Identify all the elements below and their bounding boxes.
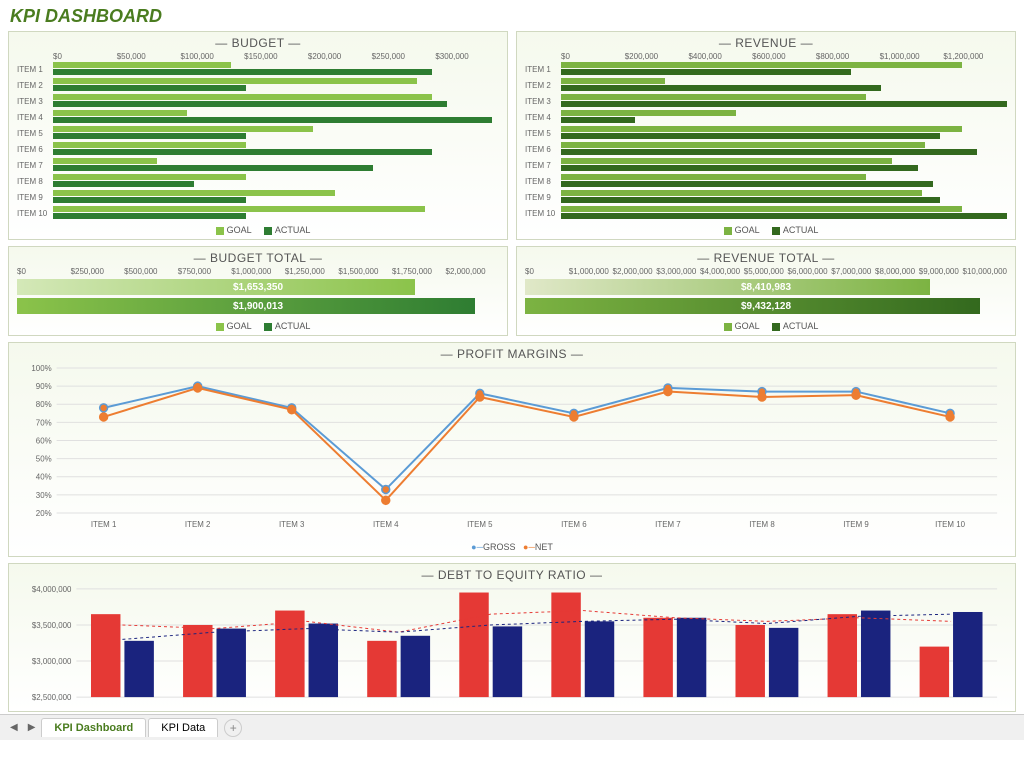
- hbar-row: ITEM 9: [525, 189, 1007, 205]
- hbar-row: ITEM 5: [17, 125, 499, 141]
- budget-total-panel: BUDGET TOTAL $0$250,000$500,000$750,000$…: [8, 246, 508, 336]
- page-title: KPI DASHBOARD: [0, 0, 1024, 31]
- svg-text:ITEM 8: ITEM 8: [749, 520, 775, 529]
- svg-text:90%: 90%: [36, 382, 52, 391]
- budget-total-legend: GOAL ACTUAL: [17, 317, 499, 331]
- revenue-total-legend: GOAL ACTUAL: [525, 317, 1007, 331]
- revenue-panel: REVENUE $0$200,000$400,000$600,000$800,0…: [516, 31, 1016, 240]
- svg-text:50%: 50%: [36, 455, 52, 464]
- profit-panel: PROFIT MARGINS 20% 30% 40% 50% 60% 70% 80% 90% 1…: [8, 342, 1016, 557]
- budget-panel: BUDGET $0$50,000$100,000$150,000$200,000…: [8, 31, 508, 240]
- profit-title: PROFIT MARGINS: [17, 347, 1007, 361]
- hbar-row: ITEM 9: [17, 189, 499, 205]
- svg-text:$3,000,000: $3,000,000: [32, 657, 72, 666]
- tab-prev-icon[interactable]: ◀: [6, 722, 22, 733]
- revenue-total-axis: $0$1,000,000$2,000,000$3,000,000$4,000,0…: [525, 267, 1007, 276]
- svg-text:20%: 20%: [36, 509, 52, 518]
- budget-title: BUDGET: [17, 36, 499, 50]
- hbar-row: ITEM 6: [17, 141, 499, 157]
- hbar-row: ITEM 10: [17, 205, 499, 221]
- hbar-row: ITEM 7: [17, 157, 499, 173]
- hbar-row: ITEM 6: [525, 141, 1007, 157]
- svg-text:ITEM 7: ITEM 7: [655, 520, 681, 529]
- hbar-row: ITEM 1: [17, 61, 499, 77]
- hbar-row: ITEM 2: [17, 77, 499, 93]
- hbar-row: ITEM 8: [525, 173, 1007, 189]
- revenue-total-goal-bar: $8,410,983: [525, 279, 1007, 295]
- svg-text:ITEM 5: ITEM 5: [467, 520, 493, 529]
- budget-total-goal-bar: $1,653,350: [17, 279, 499, 295]
- budget-total-actual-bar: $1,900,013: [17, 298, 499, 314]
- svg-text:ITEM 10: ITEM 10: [935, 520, 965, 529]
- hbar-row: ITEM 1: [525, 61, 1007, 77]
- svg-text:ITEM 1: ITEM 1: [91, 520, 117, 529]
- profit-legend: ●─GROSS ●─NET: [17, 538, 1007, 552]
- debt-chart: $2,500,000 $3,000,000 $3,500,000 $4,000,000: [17, 584, 1007, 702]
- hbar-row: ITEM 4: [525, 109, 1007, 125]
- svg-text:100%: 100%: [31, 364, 51, 373]
- budget-legend: GOAL ACTUAL: [17, 221, 499, 235]
- hbar-row: ITEM 10: [525, 205, 1007, 221]
- budget-bars: ITEM 1 ITEM 2 ITEM 3 ITEM 4 ITEM 5: [17, 61, 499, 221]
- revenue-axis: $0$200,000$400,000$600,000$800,000$1,000…: [525, 52, 1007, 61]
- tab-kpi-dashboard[interactable]: KPI Dashboard: [41, 718, 146, 737]
- debt-title: DEBT TO EQUITY RATIO: [17, 568, 1007, 582]
- svg-text:$4,000,000: $4,000,000: [32, 585, 72, 594]
- revenue-title: REVENUE: [525, 36, 1007, 50]
- budget-axis: $0$50,000$100,000$150,000$200,000$250,00…: [17, 52, 499, 61]
- svg-text:30%: 30%: [36, 491, 52, 500]
- tab-kpi-data[interactable]: KPI Data: [148, 718, 218, 737]
- revenue-total-panel: REVENUE TOTAL $0$1,000,000$2,000,000$3,0…: [516, 246, 1016, 336]
- hbar-row: ITEM 3: [525, 93, 1007, 109]
- svg-text:80%: 80%: [36, 400, 52, 409]
- svg-text:70%: 70%: [36, 418, 52, 427]
- hbar-row: ITEM 5: [525, 125, 1007, 141]
- budget-total-title: BUDGET TOTAL: [17, 251, 499, 265]
- profit-chart: 20% 30% 40% 50% 60% 70% 80% 90% 100% ITEM 1 ITEM 2…: [17, 363, 1007, 533]
- hbar-row: ITEM 3: [17, 93, 499, 109]
- sheet-tabs: ◀ ▶ KPI Dashboard KPI Data +: [0, 714, 1024, 740]
- revenue-bars: ITEM 1 ITEM 2 ITEM 3 ITEM 4 ITEM 5: [525, 61, 1007, 221]
- svg-text:ITEM 3: ITEM 3: [279, 520, 305, 529]
- add-sheet-icon[interactable]: +: [224, 719, 242, 737]
- hbar-row: ITEM 2: [525, 77, 1007, 93]
- svg-text:ITEM 4: ITEM 4: [373, 520, 399, 529]
- svg-text:60%: 60%: [36, 436, 52, 445]
- revenue-legend: GOAL ACTUAL: [525, 221, 1007, 235]
- revenue-total-title: REVENUE TOTAL: [525, 251, 1007, 265]
- svg-text:ITEM 6: ITEM 6: [561, 520, 587, 529]
- budget-total-axis: $0$250,000$500,000$750,000$1,000,000$1,2…: [17, 267, 499, 276]
- hbar-row: ITEM 8: [17, 173, 499, 189]
- svg-text:ITEM 2: ITEM 2: [185, 520, 211, 529]
- svg-text:ITEM 9: ITEM 9: [843, 520, 869, 529]
- revenue-total-actual-bar: $9,432,128: [525, 298, 1007, 314]
- svg-text:$2,500,000: $2,500,000: [32, 693, 72, 702]
- svg-text:$3,500,000: $3,500,000: [32, 621, 72, 630]
- debt-panel: DEBT TO EQUITY RATIO $2,500,000 $3,000,00…: [8, 563, 1016, 712]
- tab-next-icon[interactable]: ▶: [24, 722, 40, 733]
- hbar-row: ITEM 4: [17, 109, 499, 125]
- hbar-row: ITEM 7: [525, 157, 1007, 173]
- svg-text:40%: 40%: [36, 473, 52, 482]
